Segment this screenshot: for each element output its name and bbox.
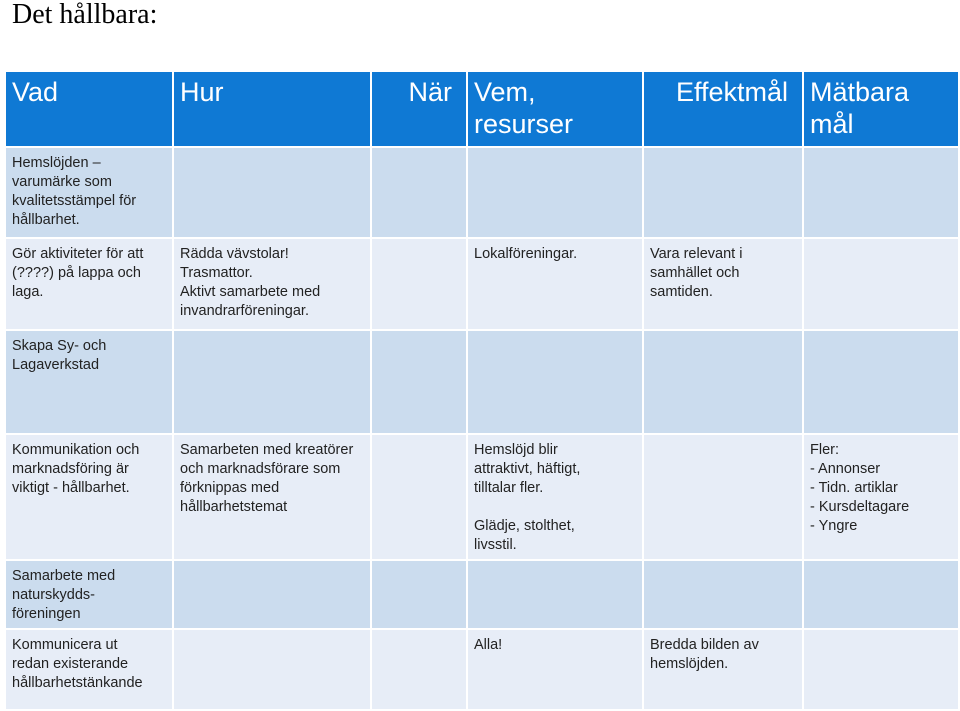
column-header-nar: När xyxy=(370,70,468,148)
table-cell-hur: Samarbeten med kreatörer och marknadsföra… xyxy=(172,433,372,561)
table-cell-vad: Kommunikation och marknadsföring är viktig… xyxy=(4,433,174,561)
cell-text-line: Rädda vävstolar! xyxy=(180,246,289,262)
table-cell-nar xyxy=(370,329,468,435)
cell-text-line: invandrarföreningar. xyxy=(180,303,309,319)
cell-text-line: Glädje, stolthet, xyxy=(474,518,575,534)
table-cell-nar xyxy=(370,146,468,239)
table-cell-vem xyxy=(466,329,644,435)
column-header-vad: Vad xyxy=(4,70,174,148)
cell-text-line: förknippas med xyxy=(180,480,280,496)
cell-text-line: laga. xyxy=(12,284,44,300)
cell-text-line: hållbarhet. xyxy=(12,212,80,228)
table-cell-hur: Rädda vävstolar! Trasmattor. Aktivt samarb… xyxy=(172,237,372,331)
cell-text-line: och marknadsförare som xyxy=(180,461,341,477)
column-header-effektmal: Effektmål xyxy=(642,70,804,148)
cell-text-line: - Kursdeltagare xyxy=(810,499,910,515)
cell-text-line: Gör aktiviteter för att xyxy=(12,246,144,262)
column-header-hur: Hur xyxy=(172,70,372,148)
cell-text-line: - Annonser xyxy=(810,461,881,477)
cell-text-line: Lokalföreningar. xyxy=(474,246,578,262)
cell-text-line: Bredda bilden av xyxy=(650,637,759,653)
cell-text-line: Skapa Sy- och xyxy=(12,338,107,354)
plan-table: Vad Hur När Vem, resurser Effektmål Mätb… xyxy=(4,70,960,711)
table-cell-vem: Lokalföreningar. xyxy=(466,237,644,331)
cell-text-line: hållbarhetstemat xyxy=(180,499,288,515)
table-cell-effekt: Vara relevant i samhället och samtiden. xyxy=(642,237,804,331)
cell-text-line: viktigt - hållbarhet. xyxy=(12,480,130,496)
cell-text-line: Lagaverkstad xyxy=(12,357,100,373)
table-row: Kommunicera ut redan existerande hållbarhe… xyxy=(4,628,960,711)
cell-text-line: attraktivt, häftigt, xyxy=(474,461,581,477)
cell-text-line: Hemslöjden – xyxy=(12,155,101,171)
table-cell-hur xyxy=(172,628,372,711)
table-cell-effekt xyxy=(642,329,804,435)
table-cell-nar xyxy=(370,433,468,561)
cell-text-line: (????) på lappa och xyxy=(12,265,141,281)
cell-text-line: föreningen xyxy=(12,606,81,622)
cell-text-line: Hemslöjd blir xyxy=(474,442,558,458)
table-cell-matbara xyxy=(802,559,960,630)
table-cell-vem: Alla! xyxy=(466,628,644,711)
cell-text-line: Kommunicera ut xyxy=(12,637,118,653)
cell-text-line: kvalitetsstämpel för xyxy=(12,193,137,209)
cell-text-line: redan existerande xyxy=(12,656,129,672)
cell-text-line: marknadsföring är xyxy=(12,461,129,477)
table-cell-vem xyxy=(466,146,644,239)
cell-text-line: Vara relevant i xyxy=(650,246,743,262)
table-row: Gör aktiviteter för att (????) på lappa o… xyxy=(4,237,960,331)
page-title: Det hållbara: xyxy=(12,0,158,30)
cell-text-line: naturskydds- xyxy=(12,587,96,603)
cell-text-line xyxy=(474,498,636,517)
cell-text-line: Kommunikation och xyxy=(12,442,140,458)
cell-text-line: samtiden. xyxy=(650,284,713,300)
cell-text-line: livsstil. xyxy=(474,537,517,553)
column-header-matbara-mal: Mätbara mål xyxy=(802,70,960,148)
table-cell-hur xyxy=(172,559,372,630)
table-cell-effekt: Bredda bilden av hemslöjden. xyxy=(642,628,804,711)
column-header-vem-resurser: Vem, resurser xyxy=(466,70,644,148)
table-cell-matbara xyxy=(802,329,960,435)
table-cell-effekt xyxy=(642,146,804,239)
table-cell-hur xyxy=(172,146,372,239)
table-cell-vad: Hemslöjden – varumärke som kvalitetsstämpe… xyxy=(4,146,174,239)
table-cell-matbara xyxy=(802,628,960,711)
cell-text-line: tilltalar fler. xyxy=(474,480,544,496)
cell-text-line: varumärke som xyxy=(12,174,112,190)
table-cell-nar xyxy=(370,237,468,331)
cell-text-line: Samarbeten med kreatörer xyxy=(180,442,354,458)
table-cell-vad: Samarbete med naturskydds-föreningen xyxy=(4,559,174,630)
cell-text-line: hållbarhetstänkande xyxy=(12,675,143,691)
table-cell-vad: Skapa Sy- och Lagaverkstad xyxy=(4,329,174,435)
cell-text-line: hemslöjden. xyxy=(650,656,729,672)
table-header-row: Vad Hur När Vem, resurser Effektmål Mätb… xyxy=(4,70,960,148)
cell-text-line: samhället och xyxy=(650,265,740,281)
cell-text-line: Fler: xyxy=(810,442,839,458)
table-cell-nar xyxy=(370,559,468,630)
table-cell-vad: Gör aktiviteter för att (????) på lappa o… xyxy=(4,237,174,331)
table-cell-hur xyxy=(172,329,372,435)
table-cell-nar xyxy=(370,628,468,711)
cell-text-line: Samarbete med xyxy=(12,568,116,584)
table-cell-vem: Hemslöjd blir attraktivt, häftigt, tilltal… xyxy=(466,433,644,561)
cell-text-line: Trasmattor. xyxy=(180,265,253,281)
cell-text-line: Aktivt samarbete med xyxy=(180,284,321,300)
table-cell-vad: Kommunicera ut redan existerande hållbarhe… xyxy=(4,628,174,711)
table-row: Kommunikation och marknadsföring är viktig… xyxy=(4,433,960,561)
table-cell-matbara: Fler: - Annonser - Tidn. artiklar - Kursdel… xyxy=(802,433,960,561)
table-cell-effekt xyxy=(642,559,804,630)
table-row: Skapa Sy- och Lagaverkstad xyxy=(4,329,960,435)
cell-text-line: - Yngre xyxy=(810,518,858,534)
table-cell-matbara xyxy=(802,146,960,239)
table-cell-matbara xyxy=(802,237,960,331)
table-row: Hemslöjden – varumärke som kvalitetsstämpe… xyxy=(4,146,960,239)
cell-text-line: - Tidn. artiklar xyxy=(810,480,898,496)
table-cell-vem xyxy=(466,559,644,630)
table-row: Samarbete med naturskydds-föreningen xyxy=(4,559,960,630)
table-cell-effekt xyxy=(642,433,804,561)
cell-text-line: Alla! xyxy=(474,637,503,653)
